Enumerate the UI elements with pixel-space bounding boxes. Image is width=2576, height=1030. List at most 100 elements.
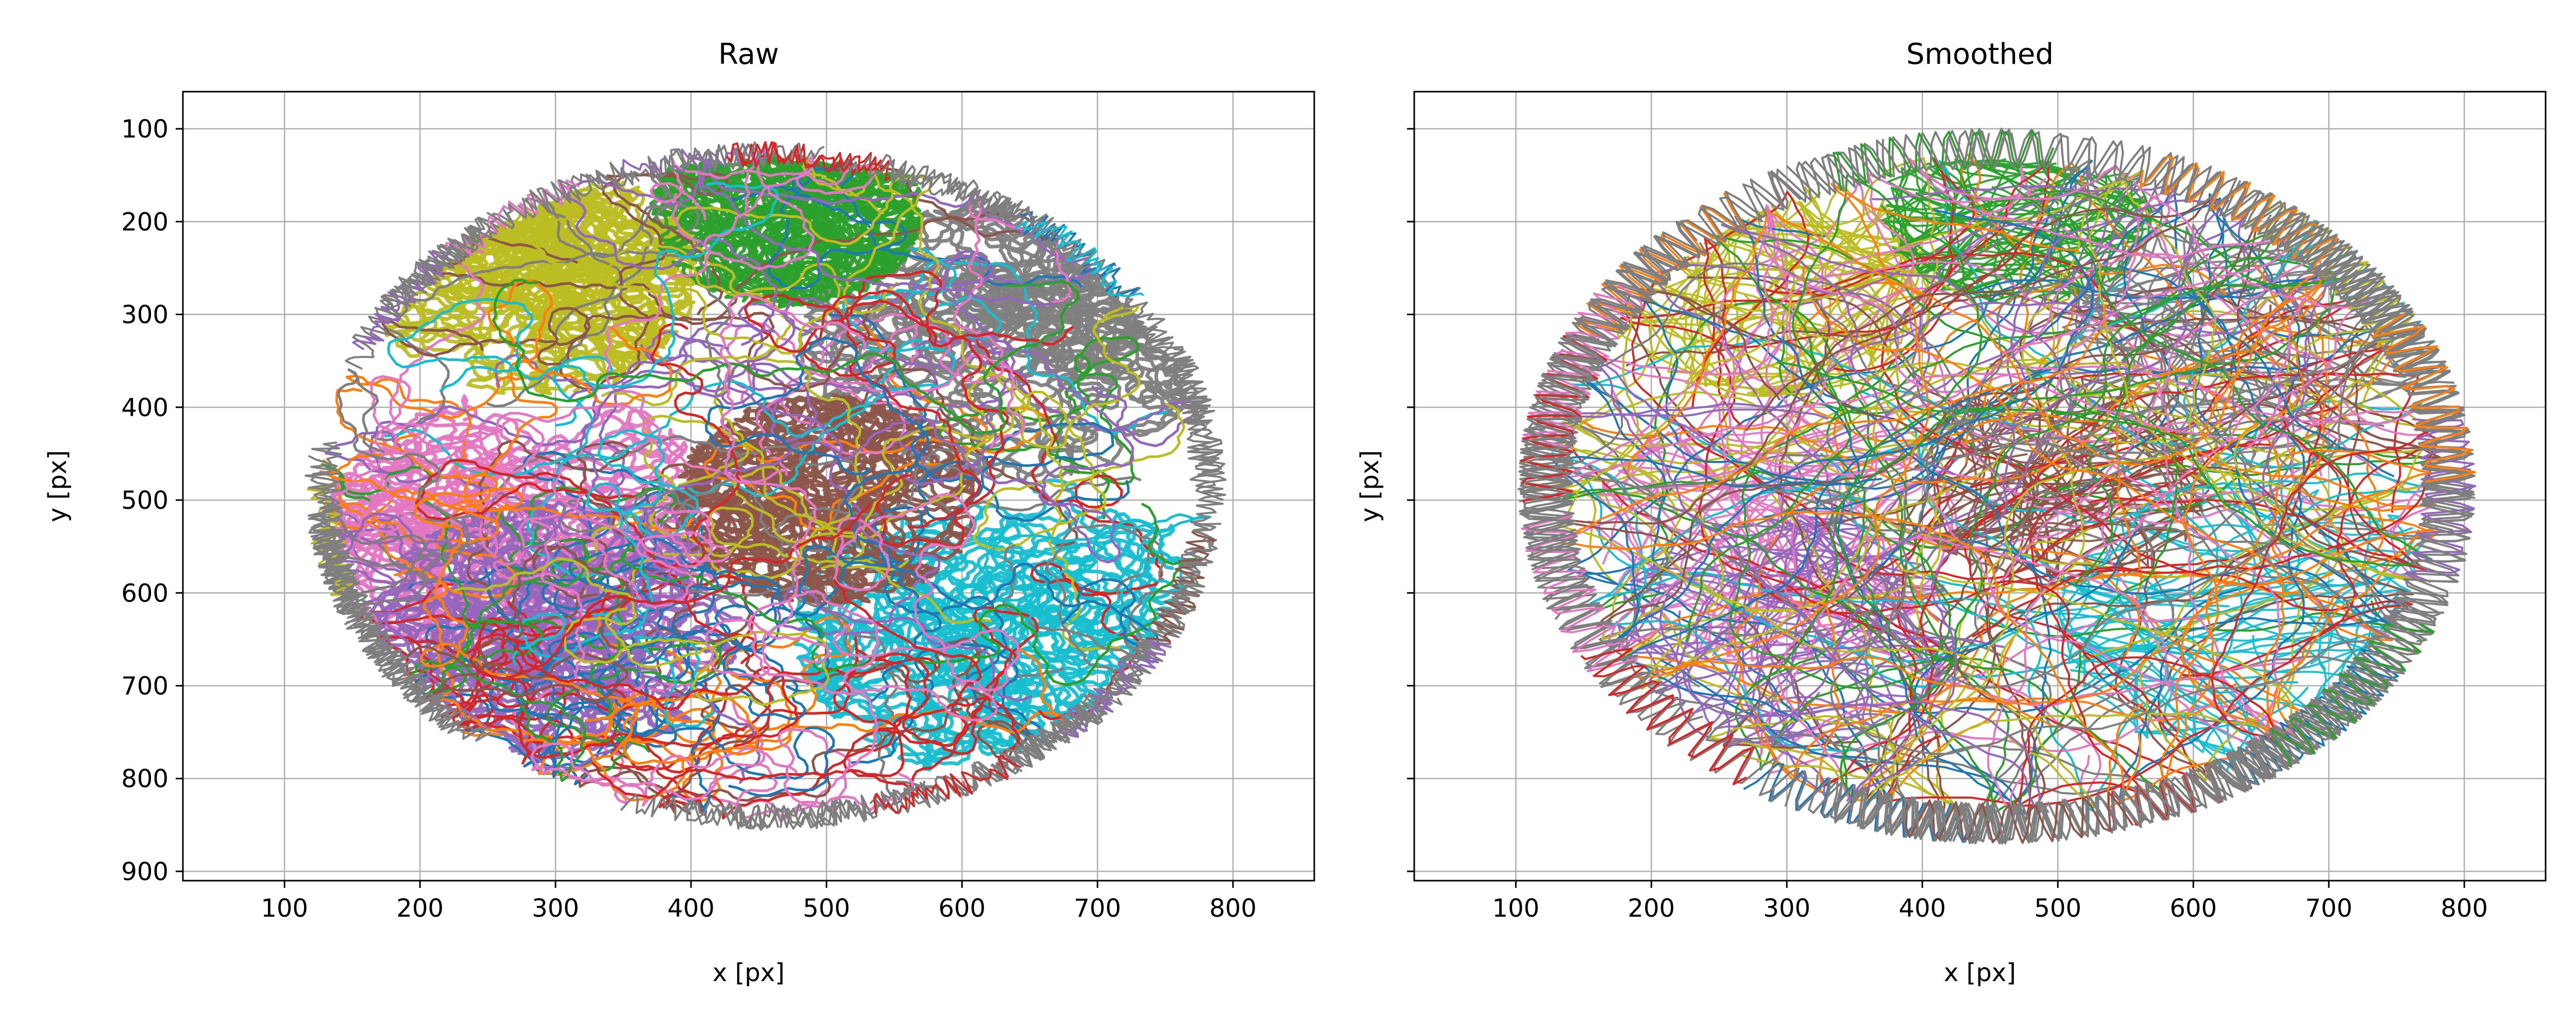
smoothed-x-axis-label: x [px]	[1944, 958, 2016, 987]
edge-trajectory	[1522, 283, 1644, 450]
trajectory-line	[388, 249, 585, 585]
trajectory-line	[1637, 287, 2046, 821]
edge-trajectory	[2087, 737, 2293, 836]
trajectory-line	[2160, 264, 2328, 793]
trajectory-line	[820, 390, 1185, 570]
trajectory-line	[1867, 179, 2278, 743]
edge-trajectory	[711, 799, 868, 829]
trajectory-line	[462, 189, 607, 305]
x-tick-label: 100	[1492, 894, 1539, 923]
trajectory-line	[1560, 200, 2210, 561]
y-tick-label: 300	[121, 301, 168, 330]
trajectory-line	[1757, 173, 2143, 795]
y-tick-label: 200	[121, 208, 168, 236]
edge-trajectory	[2153, 156, 2357, 277]
trajectory-line	[468, 185, 841, 355]
edge-trajectory	[1612, 676, 1800, 807]
edge-trajectory	[1833, 129, 2055, 191]
x-tick-label: 500	[2034, 894, 2081, 923]
edge-trajectory	[1580, 647, 1754, 785]
edge-trajectory	[2311, 234, 2455, 386]
trajectory-line	[1977, 256, 2323, 813]
smoothed-ticks: 100 200 300 400 500 600 700 800	[1407, 128, 2488, 923]
trajectory-line	[722, 545, 1160, 720]
trajectory-line	[2054, 601, 2406, 753]
x-tick-label: 200	[1628, 894, 1675, 923]
trajectory-line	[578, 684, 962, 815]
trajectory-line	[512, 429, 699, 666]
edge-trajectory	[2217, 648, 2399, 785]
trajectory-line	[1593, 360, 2041, 815]
trajectory-line	[586, 415, 992, 624]
edge-trajectory	[1770, 770, 1996, 843]
trajectory-line	[1655, 184, 2179, 694]
edge-trajectory	[1179, 456, 1227, 574]
trajectory-line	[808, 468, 980, 554]
trajectory-line	[1810, 295, 2388, 755]
trajectory-line	[1892, 158, 2126, 305]
trajectory-line	[637, 385, 1134, 564]
trajectory-line	[518, 230, 670, 346]
trajectory-line	[1859, 160, 2423, 523]
trajectory-line	[832, 492, 1020, 692]
trajectory-line	[325, 353, 603, 597]
edge-trajectory	[2139, 156, 2338, 272]
y-tick-label: 900	[121, 857, 168, 886]
y-tick-label: 100	[121, 115, 168, 144]
trajectory-line	[1926, 433, 2188, 541]
smoothed-y-axis-label: y [px]	[1355, 450, 1384, 522]
edge-trajectory	[2372, 313, 2476, 483]
trajectory-line	[1763, 514, 1952, 706]
edge-trajectory	[1808, 774, 2027, 843]
edge-trajectory	[1521, 299, 1641, 461]
trajectory-line	[1754, 526, 2438, 809]
trajectory-line	[325, 375, 787, 533]
edge-trajectory	[358, 631, 472, 731]
trajectory-line	[331, 497, 689, 657]
trajectory-line	[1729, 231, 2274, 690]
trajectory-line	[569, 250, 993, 400]
trajectory-line	[1776, 158, 2433, 566]
edge-trajectory	[620, 794, 779, 830]
trajectory-line	[567, 158, 1054, 346]
trajectory-line	[851, 506, 1046, 764]
edge-trajectory	[1518, 445, 1597, 621]
edge-trajectory	[1910, 793, 2142, 845]
edge-trajectory	[486, 162, 640, 230]
y-tick-label: 700	[121, 672, 168, 701]
trajectory-line	[568, 535, 830, 705]
trajectory-line	[846, 289, 1175, 375]
trajectory-line	[1571, 270, 2332, 657]
raw-ticks: 100 200 300 400 500 600 700 800 100 200 300 400 500 6…	[121, 115, 1257, 923]
trajectory-line	[596, 608, 852, 761]
trajectory-line	[492, 278, 1080, 435]
trajectory-line	[387, 182, 779, 392]
raw-y-axis-label: y [px]	[43, 450, 72, 522]
trajectory-line	[601, 175, 933, 406]
edge-trajectory	[1117, 287, 1204, 396]
edge-trajectory	[308, 505, 366, 617]
trajectory-line	[640, 344, 1032, 702]
edge-trajectory	[2257, 212, 2425, 356]
trajectory-line	[1846, 199, 2229, 802]
trajectory-line	[1637, 433, 1878, 658]
trajectory-line	[542, 629, 784, 748]
smoothed-axes-frame	[1413, 91, 2547, 882]
trajectory-line	[641, 368, 1078, 651]
trajectory-line	[1555, 262, 2373, 574]
edge-trajectory	[1606, 171, 1802, 302]
trajectory-line	[650, 152, 874, 270]
edge-trajectory	[319, 536, 391, 651]
edge-trajectory	[2405, 418, 2477, 583]
x-tick-label: 100	[261, 894, 308, 923]
trajectory-line	[1667, 204, 1924, 376]
edge-trajectory	[392, 208, 513, 297]
edge-trajectory	[725, 141, 879, 174]
edge-trajectory	[1551, 586, 1704, 735]
edge-trajectory	[1770, 130, 1990, 206]
trajectory-line	[463, 279, 692, 533]
edge-trajectory	[374, 227, 497, 318]
trajectory-line	[1802, 266, 2434, 735]
raw-trajectories	[304, 141, 1227, 831]
